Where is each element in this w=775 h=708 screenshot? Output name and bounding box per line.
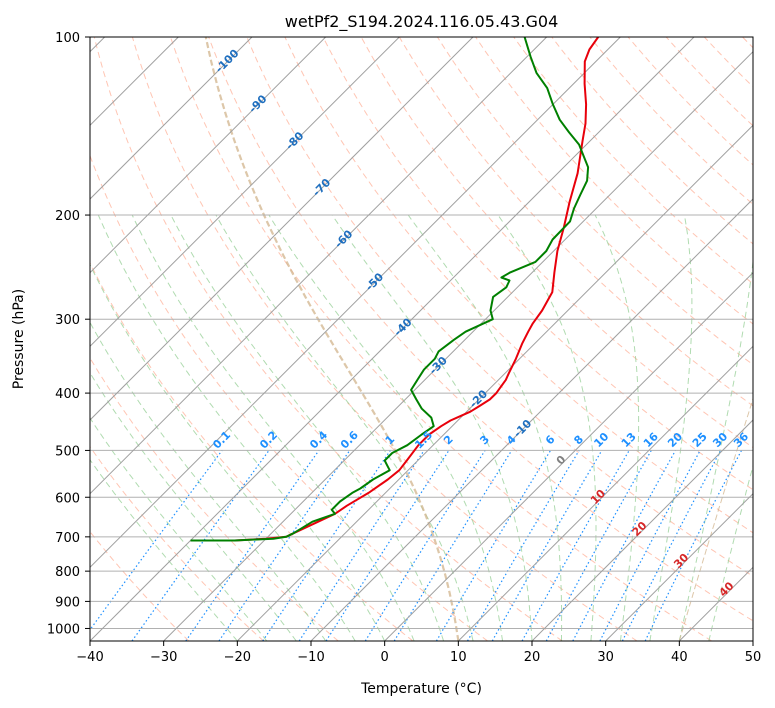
isotherm <box>90 37 327 274</box>
mixing-ratio-line <box>644 450 743 641</box>
y-tick-label: 400 <box>55 387 80 402</box>
moist-adiabat <box>90 321 327 641</box>
isotherm <box>236 124 753 641</box>
dry-adiabat <box>90 261 414 641</box>
x-tick-label: 0 <box>381 650 389 665</box>
plot-area: -100-90-80-70-60-50-40-30-20-100.1 0.2 0.4… <box>90 37 753 641</box>
mixing-ratio-line <box>218 450 351 641</box>
dry-adiabat <box>93 37 563 641</box>
moist-adiabat <box>90 371 297 641</box>
dry-adiabat <box>90 154 488 641</box>
isotherm <box>90 37 253 200</box>
dry-adiabat <box>246 37 753 577</box>
mixing-ratio-line <box>521 450 630 641</box>
y-tick-label: 1000 <box>47 622 80 637</box>
y-tick-label: 100 <box>55 31 80 46</box>
mixing-ratio-line <box>545 450 652 641</box>
y-tick-label: 900 <box>55 595 80 610</box>
isotherm <box>310 198 753 641</box>
sounding-series <box>190 37 600 542</box>
dry-adiabat <box>131 37 638 641</box>
x-axis-ticks: −40 −30 −20 −10 0 10 20 30 40 50 <box>76 641 761 665</box>
x-tick-label: 30 <box>597 650 614 665</box>
x-tick-label: 50 <box>745 650 762 665</box>
plot-frame <box>89 36 754 642</box>
y-axis-ticks: 100 200 300 400 500 600 700 800 900 1000 <box>47 31 90 637</box>
mixing-ratio-line <box>393 450 513 641</box>
dry-adiabat <box>208 37 753 622</box>
mixing-ratio-line <box>572 450 677 641</box>
isotherm <box>163 50 753 641</box>
dry-adiabat <box>398 37 753 407</box>
isotherm <box>90 37 400 348</box>
tan-curves <box>204 37 753 641</box>
x-tick-label: −20 <box>224 650 251 665</box>
mixing-ratio-line <box>298 450 425 641</box>
dry-adiabat <box>284 37 753 534</box>
mixing-ratio-line <box>90 450 223 631</box>
dry-adiabat <box>360 37 753 449</box>
y-tick-label: 500 <box>55 444 80 459</box>
moist-adiabat <box>594 214 640 641</box>
isotherm <box>457 345 753 641</box>
x-tick-label: −40 <box>76 650 103 665</box>
isotherm <box>90 37 474 421</box>
moist-adiabat <box>331 214 533 641</box>
x-tick-label: 40 <box>671 650 688 665</box>
moist-adiabat <box>649 214 693 641</box>
moist-adiabat <box>97 214 386 641</box>
moist-adiabat <box>90 263 356 641</box>
moist-adiabat <box>90 458 238 641</box>
y-tick-label: 300 <box>55 313 80 328</box>
isotherm <box>531 419 753 641</box>
y-tick-label: 800 <box>55 565 80 580</box>
dry-adiabat <box>322 37 753 491</box>
mixing-ratio-line <box>621 450 722 641</box>
x-tick-label: −30 <box>150 650 177 665</box>
isotherm <box>90 37 548 495</box>
x-tick-label: 10 <box>450 650 467 665</box>
chart-title: wetPf2_S194.2024.116.05.43.G04 <box>285 12 559 32</box>
mixing-ratio-lines <box>90 450 743 641</box>
dewpoint-line <box>190 37 590 542</box>
mixing-ratio-line <box>185 450 320 641</box>
isotherms <box>90 37 753 641</box>
mixing-ratio-line <box>262 450 391 641</box>
x-tick-label: 20 <box>524 650 541 665</box>
moist-adiabat <box>170 214 445 641</box>
dry-adiabat <box>90 445 264 641</box>
dry-adiabat <box>90 357 339 641</box>
isotherm <box>384 271 753 641</box>
isotherm <box>90 37 621 569</box>
moist-adiabat <box>407 214 563 641</box>
y-tick-label: 700 <box>55 531 80 546</box>
dry-adiabats <box>90 37 753 641</box>
temperature-line <box>234 37 600 542</box>
pressure-gridlines <box>90 37 753 629</box>
x-axis-label: Temperature (°C) <box>360 681 482 697</box>
x-tick-label: −10 <box>297 650 324 665</box>
moist-adiabat <box>268 214 503 641</box>
y-tick-label: 200 <box>55 209 80 224</box>
mixing-ratio-line <box>325 450 450 641</box>
tan-curve <box>204 37 460 641</box>
isotherm <box>605 492 753 641</box>
moist-adiabat <box>90 417 268 641</box>
y-tick-label: 600 <box>55 491 80 506</box>
moist-adiabat <box>678 258 753 641</box>
y-axis-label: Pressure (hPa) <box>11 289 27 389</box>
